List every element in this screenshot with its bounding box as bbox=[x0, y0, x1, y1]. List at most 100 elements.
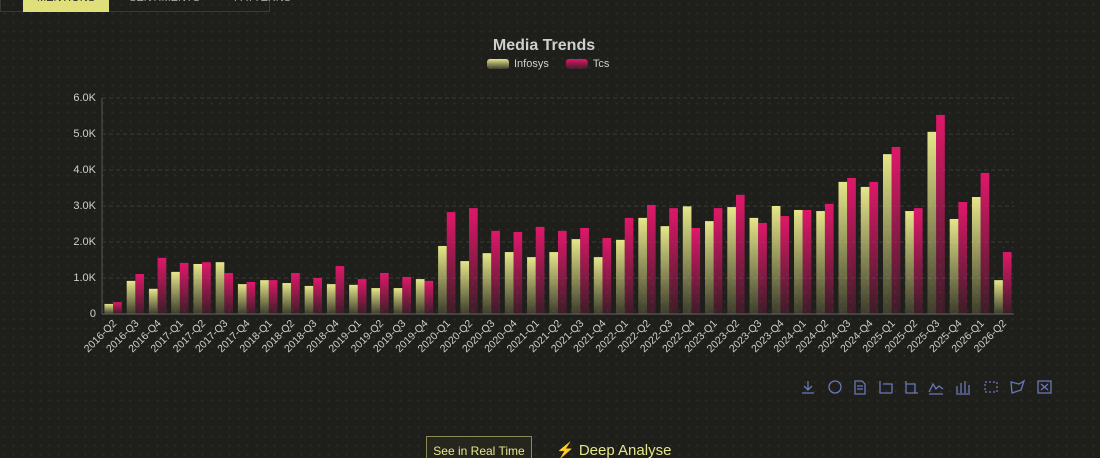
bar bbox=[994, 280, 1003, 314]
bar bbox=[380, 272, 389, 314]
real-time-button[interactable]: See in Real Time bbox=[426, 436, 532, 458]
bar bbox=[313, 278, 322, 314]
bar bbox=[602, 238, 612, 314]
bar bbox=[535, 226, 545, 314]
bar bbox=[104, 303, 114, 314]
bar bbox=[624, 217, 634, 314]
bar bbox=[682, 206, 692, 314]
tool-rect-select[interactable] bbox=[984, 381, 998, 393]
bar bbox=[482, 253, 492, 314]
bar bbox=[558, 230, 567, 314]
bar bbox=[179, 262, 189, 314]
tab[interactable]: PATTERNS bbox=[220, 0, 305, 12]
bar bbox=[971, 197, 981, 314]
legend-label: Infosys bbox=[514, 58, 549, 70]
bar bbox=[527, 257, 536, 314]
bar bbox=[638, 217, 647, 314]
bar bbox=[905, 211, 914, 314]
bar bbox=[237, 284, 247, 314]
bar bbox=[794, 209, 803, 314]
bar bbox=[402, 276, 411, 314]
bar bbox=[780, 216, 790, 314]
bar bbox=[549, 252, 558, 314]
tool-zoom[interactable] bbox=[879, 381, 893, 394]
bar bbox=[126, 280, 136, 314]
bar bbox=[304, 285, 314, 314]
tool-bar[interactable] bbox=[956, 381, 970, 395]
bar bbox=[215, 262, 225, 314]
bar bbox=[268, 280, 278, 314]
y-tick-label: 6.0K bbox=[73, 92, 96, 104]
bar bbox=[749, 217, 759, 314]
bar bbox=[713, 208, 723, 314]
bar bbox=[1002, 252, 1012, 314]
tool-lasso[interactable] bbox=[1010, 379, 1026, 394]
bar bbox=[460, 261, 470, 314]
tool-refresh[interactable] bbox=[828, 380, 842, 394]
bar bbox=[291, 272, 300, 314]
bar bbox=[758, 222, 767, 314]
tool-download[interactable] bbox=[802, 381, 814, 394]
bar bbox=[326, 284, 336, 314]
bar bbox=[513, 231, 523, 314]
bar bbox=[802, 209, 812, 314]
chart: Media Trends 0 1.0K 2.0K 3.0K 4.0K 5.0K 6.0K In… bbox=[73, 37, 1052, 395]
bar bbox=[958, 202, 968, 314]
tab[interactable]: SENTIMENTS bbox=[115, 0, 214, 12]
bar bbox=[927, 131, 937, 314]
bar bbox=[135, 274, 145, 314]
bar bbox=[246, 281, 256, 314]
y-tick-label: 4.0K bbox=[73, 164, 96, 176]
bar bbox=[357, 279, 367, 314]
bar bbox=[691, 227, 701, 314]
bar bbox=[616, 239, 625, 314]
bar bbox=[816, 211, 825, 314]
bar bbox=[571, 239, 581, 314]
bar bbox=[580, 227, 589, 314]
bar bbox=[949, 218, 959, 314]
bar bbox=[148, 288, 158, 314]
bar bbox=[193, 263, 203, 314]
bar bbox=[371, 288, 381, 314]
bar bbox=[847, 177, 856, 314]
chart-title: Media Trends bbox=[493, 37, 595, 54]
bar bbox=[913, 208, 923, 314]
bar bbox=[224, 272, 234, 314]
bar bbox=[660, 226, 670, 314]
bar bbox=[260, 280, 269, 314]
tool-zoom-reset[interactable] bbox=[905, 381, 918, 394]
tool-data-view[interactable] bbox=[854, 380, 866, 395]
bar bbox=[469, 208, 478, 314]
bar bbox=[335, 266, 345, 314]
bar bbox=[424, 280, 434, 314]
bar bbox=[882, 154, 892, 314]
legend-swatch bbox=[565, 59, 588, 69]
legend-swatch bbox=[487, 59, 509, 69]
bar bbox=[936, 114, 945, 314]
bar bbox=[838, 181, 848, 314]
bar bbox=[824, 203, 834, 314]
bar bbox=[771, 206, 781, 314]
bar bbox=[869, 181, 879, 314]
bar bbox=[393, 288, 403, 314]
bar bbox=[491, 230, 500, 314]
y-tick-label: 5.0K bbox=[73, 128, 96, 140]
bar bbox=[202, 262, 211, 314]
bar bbox=[735, 194, 745, 314]
toolbox bbox=[802, 379, 1052, 395]
bar bbox=[157, 257, 167, 314]
bar bbox=[891, 146, 901, 314]
bar bbox=[980, 172, 990, 314]
bar bbox=[446, 212, 456, 314]
tool-line[interactable] bbox=[928, 382, 944, 395]
tab[interactable]: MENTIONS bbox=[23, 0, 110, 12]
bar bbox=[504, 252, 514, 314]
tool-clear[interactable] bbox=[1037, 380, 1052, 394]
y-tick-label: 3.0K bbox=[73, 200, 96, 212]
bar bbox=[349, 284, 358, 314]
bar bbox=[593, 257, 603, 314]
bar bbox=[415, 279, 425, 314]
bar bbox=[282, 283, 292, 314]
deep-analyse-button[interactable]: ⚡ Deep Analyse bbox=[556, 442, 672, 458]
